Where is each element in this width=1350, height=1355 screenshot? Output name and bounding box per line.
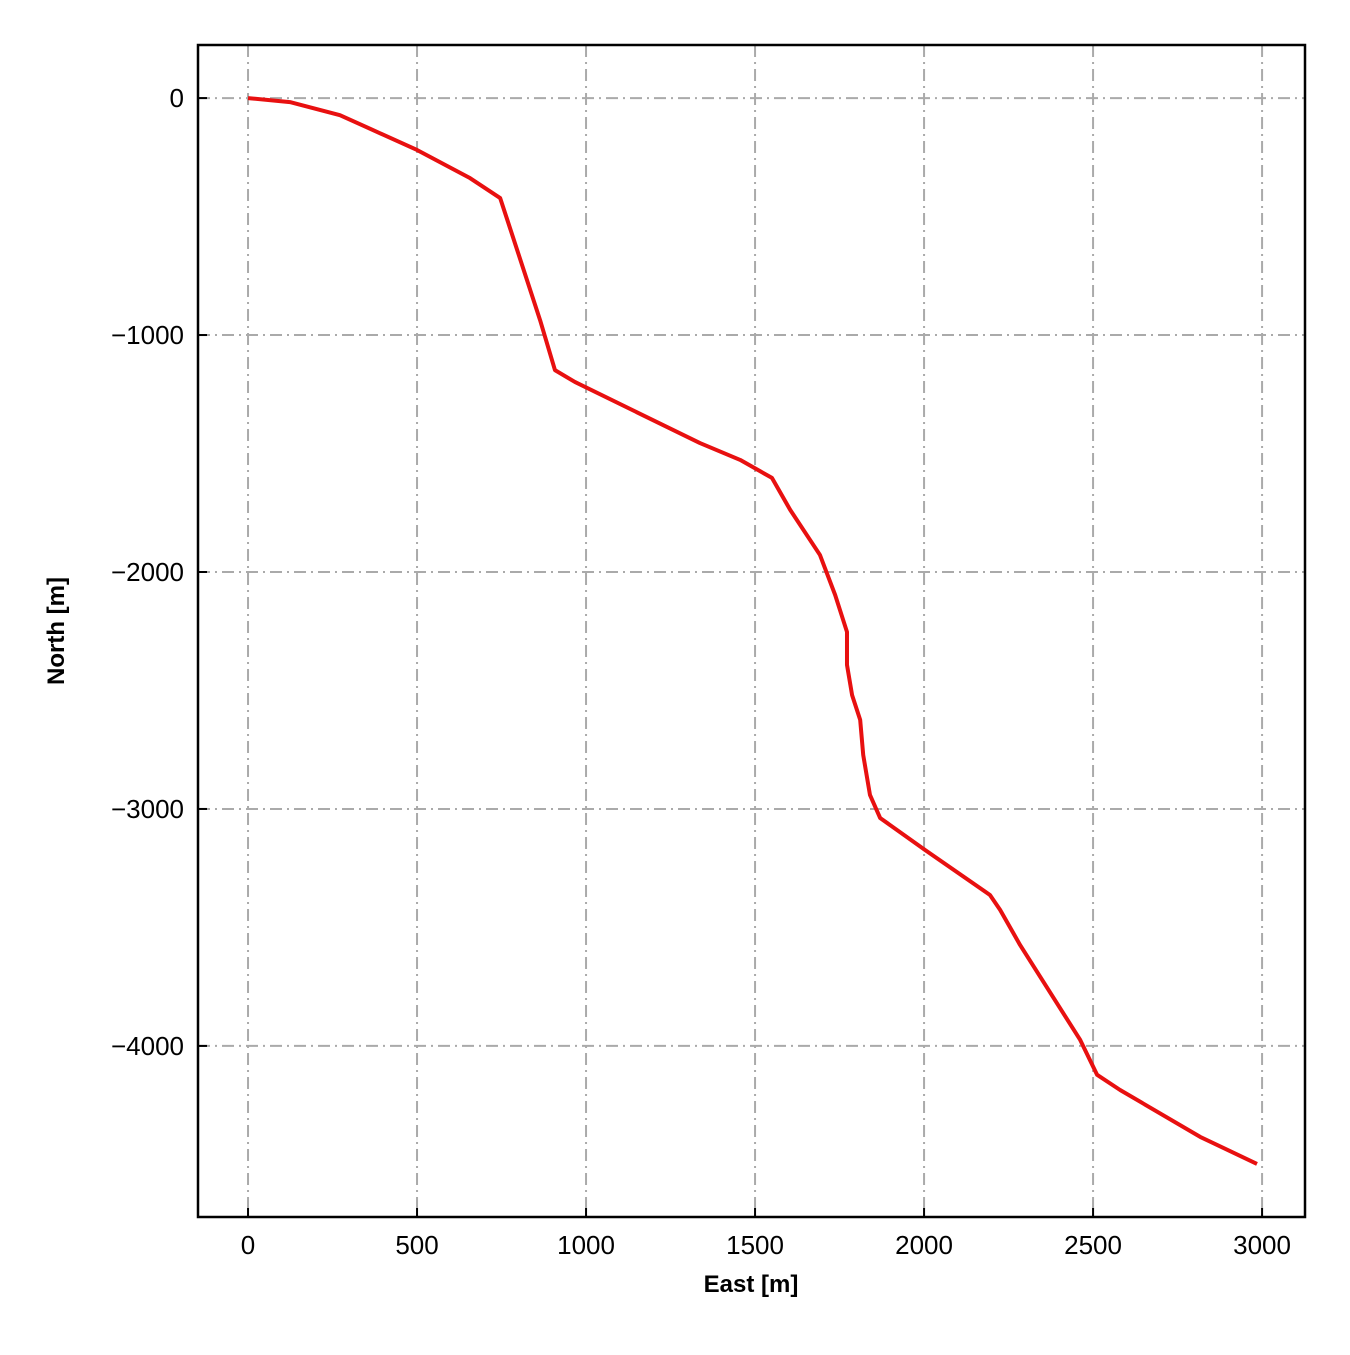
x-tick-label: 500 — [395, 1230, 438, 1260]
x-tick-label: 2000 — [895, 1230, 953, 1260]
y-tick-label: 0 — [170, 83, 184, 113]
y-tick-label: −2000 — [111, 557, 184, 587]
y-tick-label: −3000 — [111, 794, 184, 824]
y-tick-label: −4000 — [111, 1031, 184, 1061]
y-axis-label: North [m] — [43, 577, 70, 685]
x-tick-label: 3000 — [1233, 1230, 1291, 1260]
x-tick-label: 2500 — [1064, 1230, 1122, 1260]
plot-frame — [196, 43, 1307, 1219]
x-tick-label: 0 — [241, 1230, 255, 1260]
x-tick-label: 1000 — [557, 1230, 615, 1260]
line — [247, 96, 1258, 1166]
y-tick-label: −1000 — [111, 320, 184, 350]
x-axis-label: East [m] — [704, 1271, 799, 1298]
x-tick-label: 1500 — [726, 1230, 784, 1260]
